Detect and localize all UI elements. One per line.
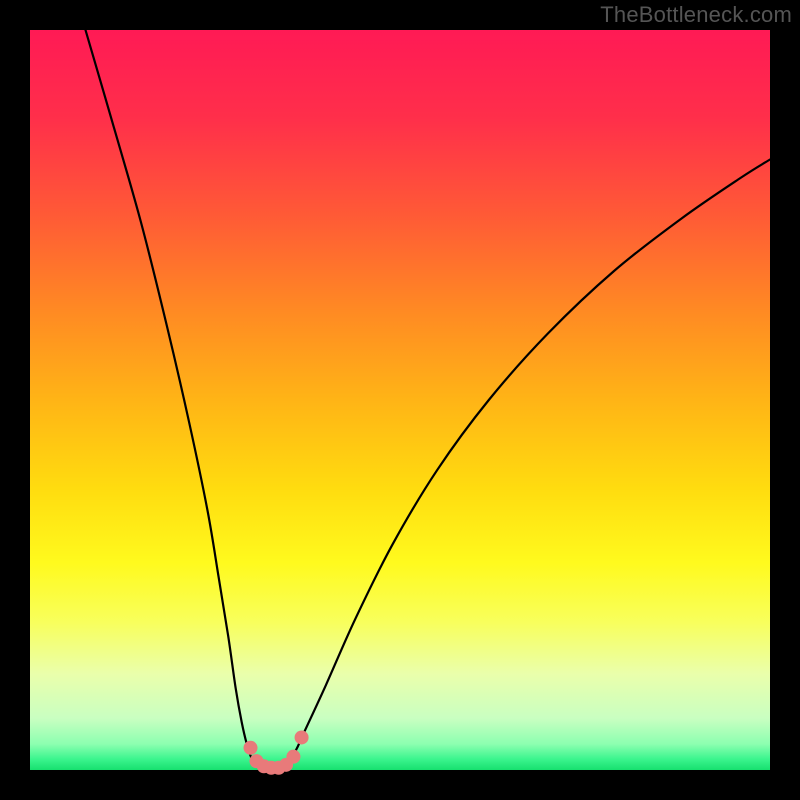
chart-canvas: TheBottleneck.com <box>0 0 800 800</box>
valley-marker <box>286 750 300 764</box>
valley-marker <box>244 741 258 755</box>
valley-marker <box>295 730 309 744</box>
watermark-text: TheBottleneck.com <box>600 2 792 28</box>
bottleneck-chart-svg <box>0 0 800 800</box>
plot-background <box>30 30 770 770</box>
